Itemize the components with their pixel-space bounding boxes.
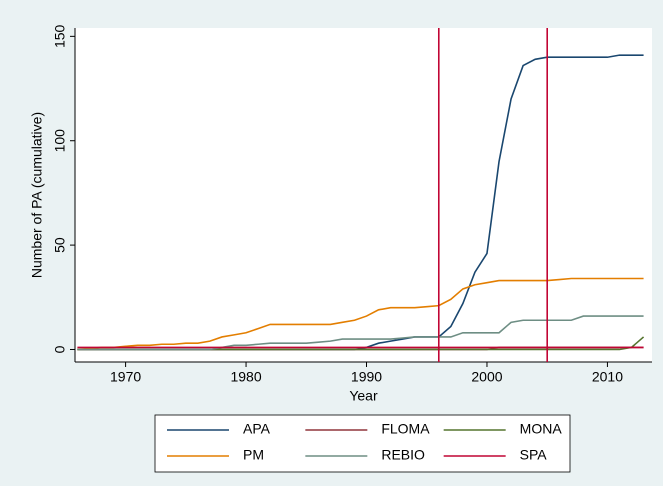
x-tick-label: 2010 xyxy=(592,369,623,385)
y-tick-label: 100 xyxy=(52,129,68,153)
x-tick-label: 1970 xyxy=(110,369,141,385)
series-line xyxy=(77,277,644,351)
y-axis-label: Number of PA (cumulative) xyxy=(29,112,45,278)
x-axis-label: Year xyxy=(349,388,378,404)
plot-area xyxy=(75,28,652,362)
x-tick-label: 1990 xyxy=(351,369,382,385)
legend-label: SPA xyxy=(520,447,548,463)
legend-label: PM xyxy=(243,447,264,463)
y-tick-label: 50 xyxy=(52,237,68,253)
y-tick-label: 0 xyxy=(52,345,68,353)
legend-label: APA xyxy=(243,421,271,437)
legend xyxy=(154,414,571,473)
y-tick-label: 150 xyxy=(52,24,68,48)
legend-label: FLOMA xyxy=(381,421,430,437)
legend-label: REBIO xyxy=(381,447,425,463)
legend-label: MONA xyxy=(520,421,563,437)
x-tick-label: 2000 xyxy=(471,369,502,385)
series-line xyxy=(77,315,644,351)
x-tick-label: 1980 xyxy=(230,369,261,385)
